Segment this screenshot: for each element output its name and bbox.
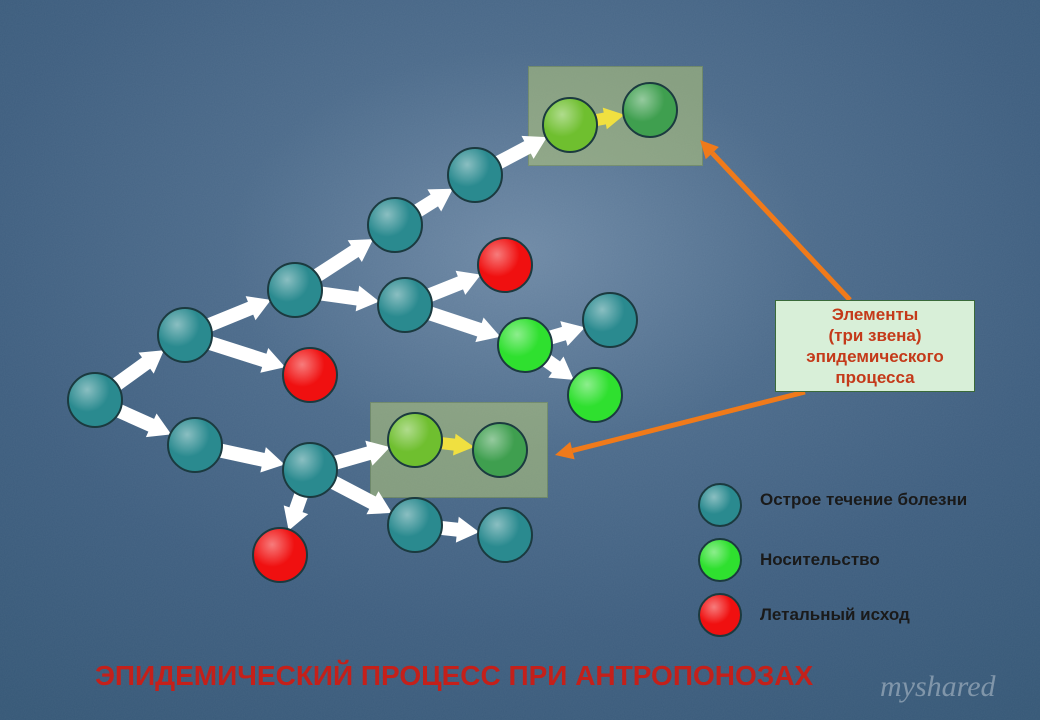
node-lethal [477,237,533,293]
legend-swatch-lethal [698,593,742,637]
node-acute [157,307,213,363]
arrow [331,441,390,470]
node-carrier_alt [387,412,443,468]
node-acute [267,262,323,318]
legend-swatch-acute [698,483,742,527]
node-acute [377,277,433,333]
arrow [206,336,286,373]
arrow [205,296,271,332]
callout-arrow-head [555,442,575,459]
legend-swatch-carrier [698,538,742,582]
label-line-3: эпидемического процесса [784,346,966,389]
node-acute [477,507,533,563]
arrow [318,286,379,312]
node-carrier_dim [472,422,528,478]
arrow [425,271,481,303]
legend-label: Острое течение болезни [760,490,990,510]
node-lethal [282,347,338,403]
arrow [426,306,501,342]
node-carrier [567,367,623,423]
slide-title: ЭПИДЕМИЧЕСКИЙ ПРОЦЕСС ПРИ АНТРОПОНОЗАХ [95,660,813,692]
arrow [438,434,474,456]
node-lethal [252,527,308,583]
arrow [114,403,171,437]
diagram-stage: Элементы (три звена) эпидемического проц… [0,0,1040,720]
node-acute [367,197,423,253]
arrow [438,517,479,543]
arrow [311,239,373,283]
node-acute [282,442,338,498]
node-acute [387,497,443,553]
arrow [328,475,392,514]
node-carrier_dim [622,82,678,138]
node-carrier [497,317,553,373]
label-line-2: (три звена) [828,325,921,346]
arrow [217,443,285,472]
node-acute [67,372,123,428]
legend-label: Носительство [760,550,990,570]
elements-label-box: Элементы (три звена) эпидемического проц… [775,300,975,392]
node-acute [447,147,503,203]
node-acute [582,292,638,348]
callout-arrow-line [712,153,850,300]
node-acute [167,417,223,473]
node-carrier_alt [542,97,598,153]
label-line-1: Элементы [832,304,919,325]
legend-label: Летальный исход [760,605,990,625]
